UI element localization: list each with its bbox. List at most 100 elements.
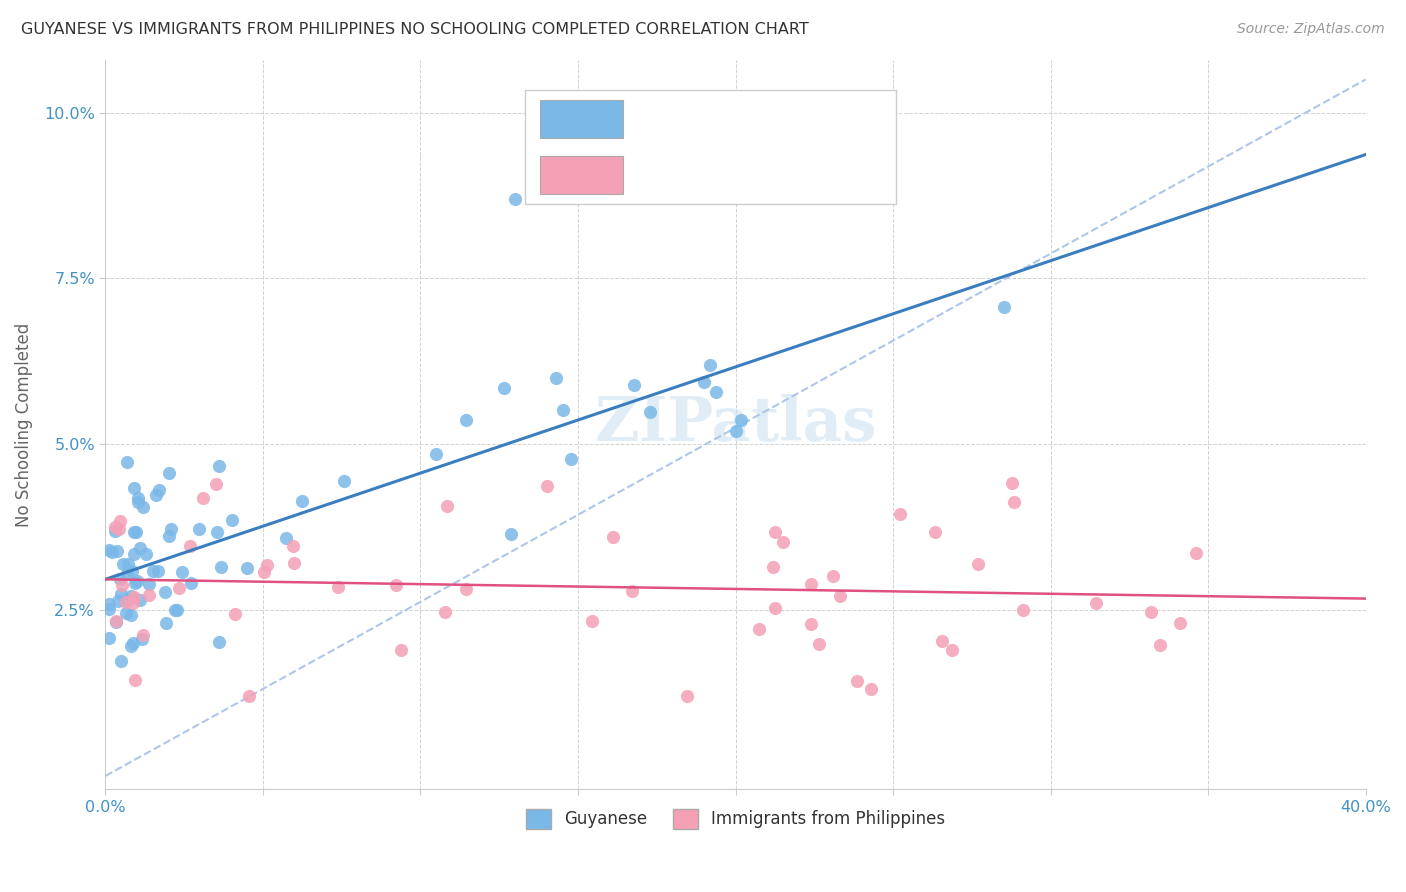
Point <box>699 358 721 372</box>
Point <box>425 447 447 461</box>
Point <box>138 577 160 591</box>
Point <box>104 520 127 534</box>
Point <box>1185 546 1208 560</box>
Text: ZIPatlas: ZIPatlas <box>595 394 877 454</box>
Point <box>209 560 232 574</box>
Point <box>125 525 148 540</box>
Point <box>560 451 582 466</box>
Point <box>693 376 716 390</box>
Point <box>105 544 128 558</box>
Point <box>800 577 823 591</box>
Point <box>108 572 131 586</box>
Point <box>166 603 188 617</box>
Point <box>180 575 202 590</box>
Point <box>436 500 458 514</box>
Point <box>105 615 128 629</box>
Point <box>108 522 131 536</box>
Point <box>281 539 304 553</box>
Point <box>115 606 138 620</box>
Point <box>456 582 478 596</box>
Point <box>494 381 516 395</box>
Point <box>389 642 412 657</box>
Point <box>208 459 231 474</box>
Point <box>132 500 155 515</box>
Point <box>1001 476 1024 491</box>
Point <box>859 682 882 697</box>
Point <box>623 378 645 392</box>
Point <box>122 547 145 561</box>
Point <box>207 524 229 539</box>
Point <box>110 654 132 668</box>
Point <box>889 507 911 521</box>
Point <box>122 596 145 610</box>
Point <box>830 589 852 603</box>
Point <box>148 483 170 497</box>
Point <box>98 602 121 616</box>
Text: Source: ZipAtlas.com: Source: ZipAtlas.com <box>1237 22 1385 37</box>
Point <box>104 524 127 538</box>
Point <box>544 371 567 385</box>
Point <box>823 568 845 582</box>
Point <box>1139 605 1161 619</box>
Point <box>169 581 191 595</box>
Point <box>138 588 160 602</box>
Point <box>135 547 157 561</box>
Point <box>252 566 274 580</box>
Point <box>155 615 177 630</box>
Point <box>110 587 132 601</box>
Point <box>117 455 139 469</box>
Point <box>501 526 523 541</box>
Point <box>114 595 136 609</box>
Point <box>127 491 149 506</box>
Point <box>931 634 953 648</box>
Point <box>97 597 120 611</box>
Point <box>846 674 869 689</box>
Point <box>121 564 143 578</box>
Point <box>1002 495 1025 509</box>
Point <box>238 690 260 704</box>
Point <box>1149 639 1171 653</box>
Point <box>124 673 146 688</box>
Point <box>638 405 661 419</box>
Point <box>621 584 644 599</box>
Point <box>748 622 770 636</box>
Point <box>187 522 209 536</box>
Point <box>124 590 146 604</box>
Point <box>236 561 259 575</box>
Point <box>1012 602 1035 616</box>
Point <box>155 584 177 599</box>
Point <box>111 577 134 591</box>
Point <box>163 603 186 617</box>
Point <box>127 574 149 588</box>
Point <box>772 534 794 549</box>
Point <box>602 530 624 544</box>
Point <box>724 424 747 438</box>
Point <box>553 402 575 417</box>
Point <box>105 615 128 629</box>
Point <box>763 600 786 615</box>
Point <box>112 557 135 571</box>
Point <box>291 493 314 508</box>
Point <box>179 539 201 553</box>
Point <box>142 564 165 578</box>
Point <box>536 479 558 493</box>
Point <box>1085 596 1108 610</box>
Point <box>433 605 456 619</box>
Point <box>120 639 142 653</box>
Point <box>146 564 169 578</box>
Point <box>121 636 143 650</box>
Point <box>993 300 1015 314</box>
Point <box>224 607 246 621</box>
Point <box>97 543 120 558</box>
Point <box>117 566 139 581</box>
Point <box>274 531 297 545</box>
Point <box>454 413 477 427</box>
Point <box>157 529 180 543</box>
Point <box>97 631 120 645</box>
Point <box>704 384 727 399</box>
Point <box>256 558 278 572</box>
Point <box>120 607 142 622</box>
Point <box>332 474 354 488</box>
Point <box>221 513 243 527</box>
Point <box>941 643 963 657</box>
